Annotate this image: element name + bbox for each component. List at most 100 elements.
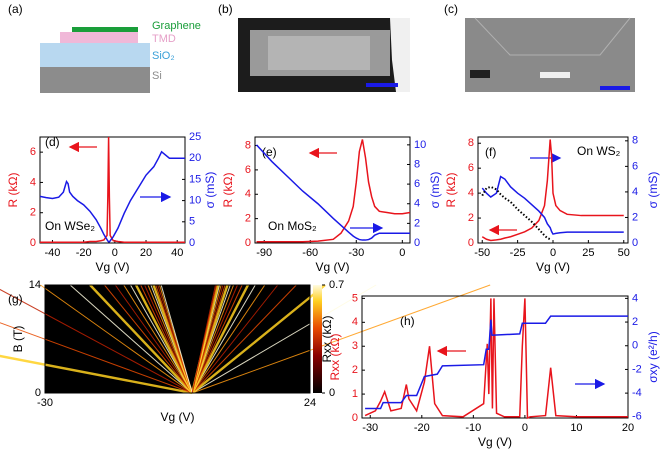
y2-tick-label: 8 xyxy=(632,135,638,147)
y-tick-label: 14 xyxy=(29,279,41,291)
sio2-layer xyxy=(40,43,150,67)
x-tick-label: -30 xyxy=(362,422,378,434)
series-line xyxy=(481,139,624,242)
colorbar-tick-label: 0.7 xyxy=(329,279,344,291)
image-edge xyxy=(474,17,631,56)
colorbar-tick-label: 0 xyxy=(329,387,335,399)
x-tick-label: 20 xyxy=(140,247,152,259)
y2-tick-label: 5 xyxy=(189,216,195,228)
y-tick-label: 2 xyxy=(245,213,251,225)
heatmap-frame xyxy=(44,284,311,394)
series-line xyxy=(255,144,410,241)
heatmap-ray xyxy=(134,284,194,394)
y-tick-label: 4 xyxy=(352,316,358,328)
y2-tick-label: 2 xyxy=(632,316,638,328)
x-axis-label: Vg (V) xyxy=(536,260,570,274)
heatmap-ray xyxy=(192,284,491,394)
x-tick-label: 25 xyxy=(582,247,594,259)
heatmap-ray xyxy=(69,284,193,394)
layer-label: Si xyxy=(152,70,162,82)
y2-axis-label: σxy (e²/h) xyxy=(646,331,660,382)
series-line xyxy=(481,185,551,241)
heatmap-ray xyxy=(40,284,193,394)
heatmap-ray xyxy=(191,284,279,394)
heatmap-ray xyxy=(191,284,250,394)
heatmap-ray xyxy=(191,284,266,394)
colorbar-label: Rxx (kΩ) xyxy=(320,316,334,363)
panel-label: (h) xyxy=(400,314,415,328)
y-tick-label: 0 xyxy=(35,387,41,399)
x-axis-label: Vg (V) xyxy=(478,435,512,449)
y-tick-label: 2 xyxy=(468,212,474,224)
x-tick-label: 0 xyxy=(399,247,405,259)
y-tick-label: 5 xyxy=(352,292,358,304)
x-tick-label: -30 xyxy=(348,247,364,259)
micrograph: (b) xyxy=(218,2,410,92)
heatmap-ray xyxy=(89,284,194,394)
panel-label: (a) xyxy=(8,2,23,16)
x-axis-label: Vg (V) xyxy=(160,410,194,424)
y-axis-label: R (kΩ) xyxy=(221,173,235,208)
y-axis-label: Rxx (kΩ) xyxy=(328,334,342,381)
x-tick-label: -20 xyxy=(76,247,92,259)
image-feature xyxy=(470,70,490,78)
x-tick-label: -90 xyxy=(256,247,272,259)
y2-tick-label: 0 xyxy=(414,237,420,249)
x-tick-label: 10 xyxy=(570,422,582,434)
heatmap-ray xyxy=(114,284,193,394)
panel-label: (f) xyxy=(485,145,496,159)
y-axis-label: R (kΩ) xyxy=(6,173,20,208)
y-tick-label: 8 xyxy=(245,139,251,151)
series-line xyxy=(39,150,185,243)
heatmap-ray xyxy=(104,284,193,394)
x-tick-label: -60 xyxy=(302,247,318,259)
x-tick-label: 20 xyxy=(622,422,634,434)
y-tick-label: 1 xyxy=(352,388,358,400)
annotation: On WSe₂ xyxy=(45,219,95,233)
heatmap-ray xyxy=(0,288,193,394)
y2-tick-label: 0 xyxy=(189,237,195,249)
scale-bar xyxy=(366,83,398,87)
series-line xyxy=(481,175,624,235)
scale-bar xyxy=(600,86,630,90)
y-tick-label: 2 xyxy=(352,364,358,376)
plot-frame xyxy=(39,136,186,244)
colorbar xyxy=(313,285,322,393)
x-tick-label: -50 xyxy=(474,247,490,259)
y2-tick-label: 6 xyxy=(414,178,420,190)
y2-tick-label: 4 xyxy=(414,198,420,210)
x-tick-label: 0 xyxy=(522,422,528,434)
y-tick-label: 6 xyxy=(468,162,474,174)
x-tick-label: -20 xyxy=(414,422,430,434)
panel-label: (b) xyxy=(218,2,233,16)
y-tick-label: 0 xyxy=(30,237,36,249)
tmd-layer xyxy=(60,32,138,43)
x-tick-label: -40 xyxy=(45,247,61,259)
y2-axis-label: σ (mS) xyxy=(203,172,217,209)
y2-tick-label: 0 xyxy=(632,237,638,249)
y-tick-label: 6 xyxy=(245,164,251,176)
heatmap-ray xyxy=(191,284,377,394)
x-axis-label: Vg (V) xyxy=(315,260,349,274)
panel-label: (d) xyxy=(45,135,60,149)
x-tick-label: -25 xyxy=(510,247,526,259)
chart: -40 -20 0 20 40 0 2 4 6 0 5 10 15 20 25 Vg (V) R (kΩ) σ (… xyxy=(6,131,217,274)
y2-tick-label: 10 xyxy=(414,139,426,151)
y2-tick-label: 2 xyxy=(632,211,638,223)
si-layer xyxy=(40,67,150,93)
image-feature xyxy=(540,72,570,78)
y-axis-label: B (T) xyxy=(11,326,25,353)
heatmap-ray xyxy=(160,284,193,394)
graphene-layer xyxy=(72,27,138,32)
x-tick-label: 0 xyxy=(112,247,118,259)
y2-tick-label: 6 xyxy=(632,160,638,172)
layer-label: Graphene xyxy=(152,20,201,32)
y-tick-label: 0 xyxy=(352,412,358,424)
heatmap-ray xyxy=(191,284,243,394)
x-tick-label: -10 xyxy=(465,422,481,434)
